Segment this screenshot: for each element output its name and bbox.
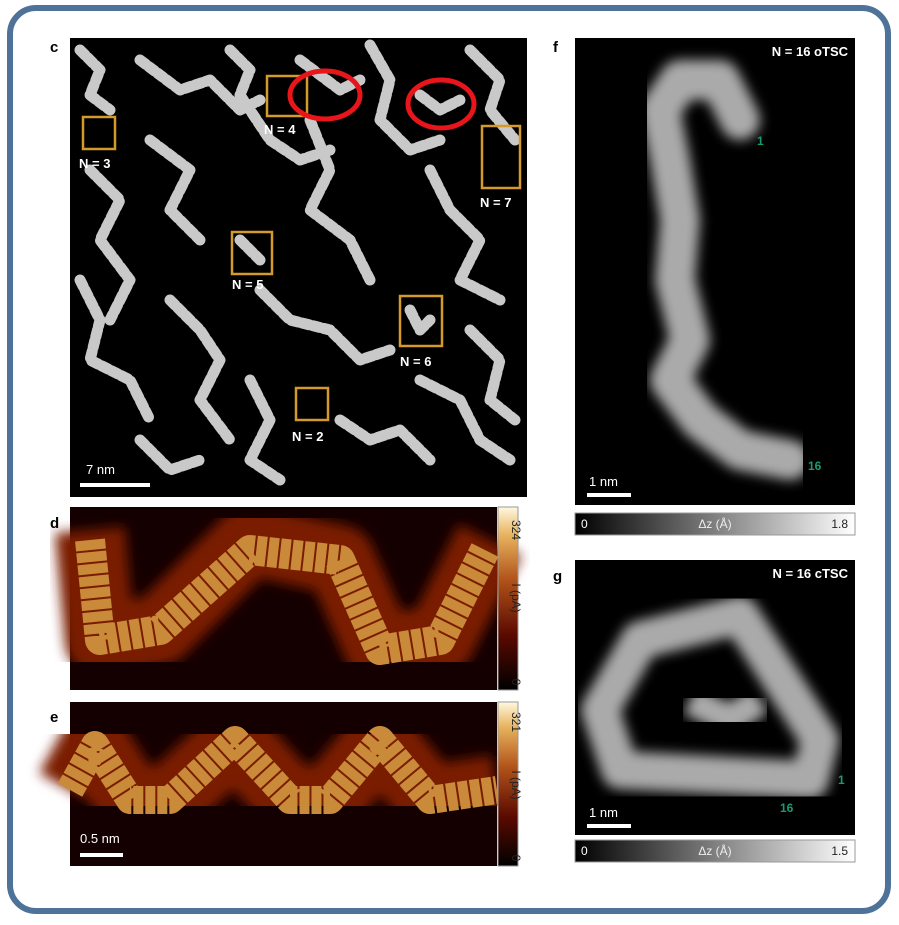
colorbar-min: 0 bbox=[509, 679, 523, 686]
colorbar-unit: Δz (Å) bbox=[698, 516, 731, 531]
colorbar-min: 0 bbox=[581, 844, 588, 858]
annotation: N = 4 bbox=[264, 122, 296, 137]
colorbar-unit: I (pA) bbox=[509, 770, 523, 799]
annotation: N = 5 bbox=[232, 277, 263, 292]
annotation: N = 2 bbox=[292, 429, 323, 444]
annotation: N = 7 bbox=[480, 195, 511, 210]
scale-bar-label: 0.5 nm bbox=[80, 831, 120, 846]
scale-bar-label: 1 nm bbox=[589, 474, 618, 489]
colorbar-max: 321 bbox=[509, 712, 523, 732]
panel-label: g bbox=[553, 568, 562, 585]
figure: c N = 3 N = 4 N = 7 N = 5 bbox=[0, 0, 899, 920]
panel-label: c bbox=[50, 39, 58, 56]
title: N = 16 oTSC bbox=[772, 44, 849, 59]
colorbar-max: 1.8 bbox=[831, 517, 848, 531]
scale-bar-label: 1 nm bbox=[589, 805, 618, 820]
molecule bbox=[690, 700, 760, 720]
colorbar-unit: Δz (Å) bbox=[698, 843, 731, 858]
marker: 1 bbox=[757, 134, 764, 148]
title: N = 16 cTSC bbox=[772, 566, 848, 581]
colorbar-min: 0 bbox=[581, 517, 588, 531]
marker: 16 bbox=[808, 459, 822, 473]
colorbar-min: 0 bbox=[509, 855, 523, 862]
panel-label: d bbox=[50, 515, 59, 532]
scale-bar-label: 7 nm bbox=[86, 462, 115, 477]
marker: 1 bbox=[838, 773, 845, 787]
colorbar-max: 324 bbox=[509, 520, 523, 540]
colorbar-unit: I (pA) bbox=[509, 583, 523, 612]
annotation: N = 6 bbox=[400, 354, 431, 369]
panel-label: e bbox=[50, 709, 58, 726]
annotation: N = 3 bbox=[79, 156, 110, 171]
colorbar-max: 1.5 bbox=[831, 844, 848, 858]
marker: 16 bbox=[780, 801, 794, 815]
